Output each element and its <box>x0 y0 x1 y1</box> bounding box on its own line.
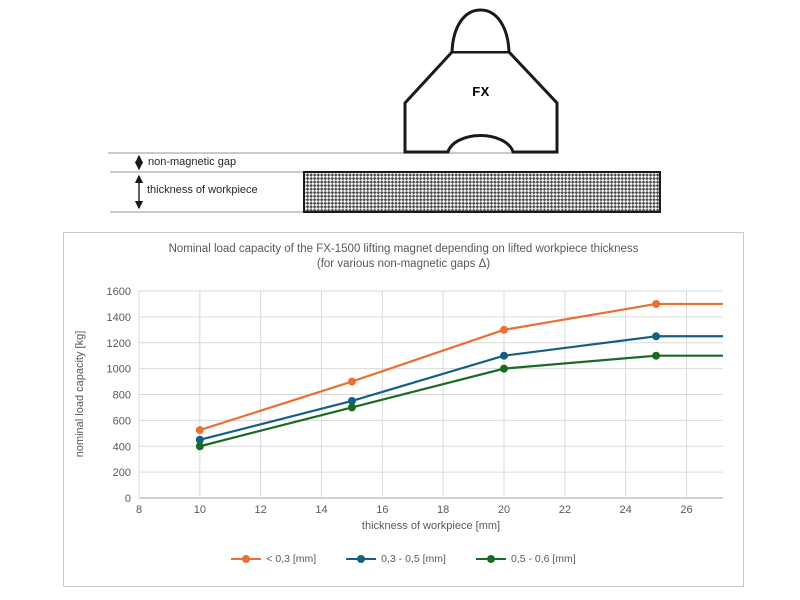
series-marker <box>347 403 356 412</box>
y-tick-label: 800 <box>113 390 131 402</box>
series-marker <box>347 396 356 405</box>
series-marker <box>652 351 661 360</box>
x-tick-label: 18 <box>437 504 449 516</box>
thickness-label: thickness of workpiece <box>147 184 258 196</box>
legend-dot <box>486 555 495 563</box>
x-tick-label: 26 <box>680 504 692 516</box>
x-tick-label: 10 <box>194 504 206 516</box>
magnet-dome <box>450 8 511 53</box>
plot-area: 0 200 400 600 800 1000 1200 1400 1600 8 10 12 14 16 18… <box>107 286 723 516</box>
x-tick-label: 8 <box>136 504 142 516</box>
legend-label: 0,3 - 0,5 [mm] <box>381 553 446 565</box>
x-tick-label: 14 <box>315 504 327 516</box>
legend-dot <box>242 555 251 563</box>
y-tick-label: 0 <box>125 493 131 505</box>
legend-item: < 0,3 [mm] <box>231 553 316 565</box>
magnet-schematic-drawing <box>108 8 661 213</box>
y-tick-label: 400 <box>113 441 131 453</box>
magnet-model-label: FX <box>472 84 490 99</box>
y-tick-label: 1000 <box>107 364 131 376</box>
y-axis-title: nominal load capacity [kg] <box>74 330 86 458</box>
magnet-body <box>403 50 559 154</box>
legend-dot <box>357 555 366 563</box>
series-marker <box>652 299 661 308</box>
series-marker <box>195 426 204 435</box>
series-line <box>199 335 723 441</box>
series-marker <box>500 351 508 360</box>
x-tick-label: 16 <box>376 504 388 516</box>
legend-marker-icon <box>475 555 506 564</box>
chart-title-line1: Nominal load capacity of the FX-1500 lif… <box>168 243 639 255</box>
legend-label: 0,5 - 0,6 [mm] <box>510 553 576 565</box>
x-tick-label: 20 <box>498 504 510 516</box>
series-marker <box>500 364 508 373</box>
x-axis-title: thickness of workpiece [mm] <box>361 520 501 532</box>
y-tick-label: 600 <box>113 415 131 427</box>
x-tick-label: 12 <box>255 504 267 516</box>
series-line <box>199 302 723 432</box>
x-tick-label: 24 <box>620 504 632 516</box>
series-marker <box>195 442 204 451</box>
y-tick-label: 1400 <box>107 312 131 324</box>
chart-title: Nominal load capacity of the FX-1500 lif… <box>64 242 743 272</box>
series-marker <box>347 377 356 386</box>
series-marker <box>652 332 661 341</box>
y-tick-label: 1200 <box>107 338 131 350</box>
load-capacity-chart: Nominal load capacity of the FX-1500 lif… <box>63 232 744 587</box>
chart-legend: < 0,3 [mm] 0,3 - 0,5 [mm] 0,5 - 0,6 [mm] <box>64 553 743 565</box>
series-marker <box>500 325 508 334</box>
legend-marker-icon <box>346 555 377 564</box>
legend-label: < 0,3 [mm] <box>266 553 317 565</box>
legend-marker-icon <box>231 555 262 564</box>
y-tick-label: 200 <box>113 467 131 479</box>
magnet-schematic: non-magnetic gap thickness of workpiece … <box>0 0 800 228</box>
workpiece-rect <box>303 171 661 213</box>
x-tick-label: 22 <box>559 504 571 516</box>
chart-title-line2: (for various non-magnetic gaps Δ) <box>316 258 491 270</box>
legend-item: 0,5 - 0,6 [mm] <box>475 553 576 565</box>
gap-label: non-magnetic gap <box>148 156 237 168</box>
series-marker <box>195 435 204 444</box>
y-tick-label: 1600 <box>107 286 131 298</box>
legend-item: 0,3 - 0,5 [mm] <box>346 553 446 565</box>
